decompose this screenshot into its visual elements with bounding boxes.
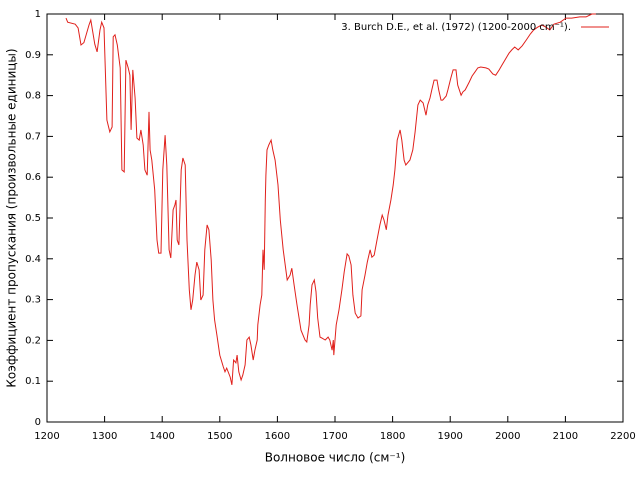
x-tick-label: 1900 — [437, 431, 462, 442]
x-tick-label: 2200 — [610, 431, 635, 442]
y-tick-label: 0.5 — [25, 213, 41, 224]
y-tick-label: 0.6 — [25, 172, 41, 183]
x-tick-label: 2000 — [495, 431, 520, 442]
x-tick-label: 1200 — [34, 431, 59, 442]
x-tick-label: 1600 — [265, 431, 290, 442]
y-tick-label: 0 — [35, 417, 41, 428]
x-tick-label: 1700 — [322, 431, 347, 442]
data-line — [65, 13, 596, 386]
y-tick-label: 0.9 — [25, 50, 41, 61]
y-tick-label: 0.7 — [25, 131, 41, 142]
x-tick-label: 1500 — [207, 431, 232, 442]
y-axis-label: Коэффициент пропускания (произвольные ед… — [5, 48, 19, 387]
y-tick-label: 0.8 — [25, 91, 41, 102]
x-axis-label: Волновое число (см⁻¹) — [265, 451, 406, 465]
y-tick-label: 0.3 — [25, 295, 41, 306]
y-tick-label: 1 — [35, 9, 41, 20]
x-tick-label: 1300 — [92, 431, 117, 442]
y-tick-label: 0.1 — [25, 376, 41, 387]
y-tick-label: 0.4 — [25, 254, 41, 265]
legend-label: 3. Burch D.E., et al. (1972) (1200-2000 … — [341, 22, 571, 33]
x-tick-label: 1800 — [380, 431, 405, 442]
x-tick-label: 1400 — [149, 431, 174, 442]
x-tick-label: 2100 — [553, 431, 578, 442]
y-tick-label: 0.2 — [25, 335, 41, 346]
